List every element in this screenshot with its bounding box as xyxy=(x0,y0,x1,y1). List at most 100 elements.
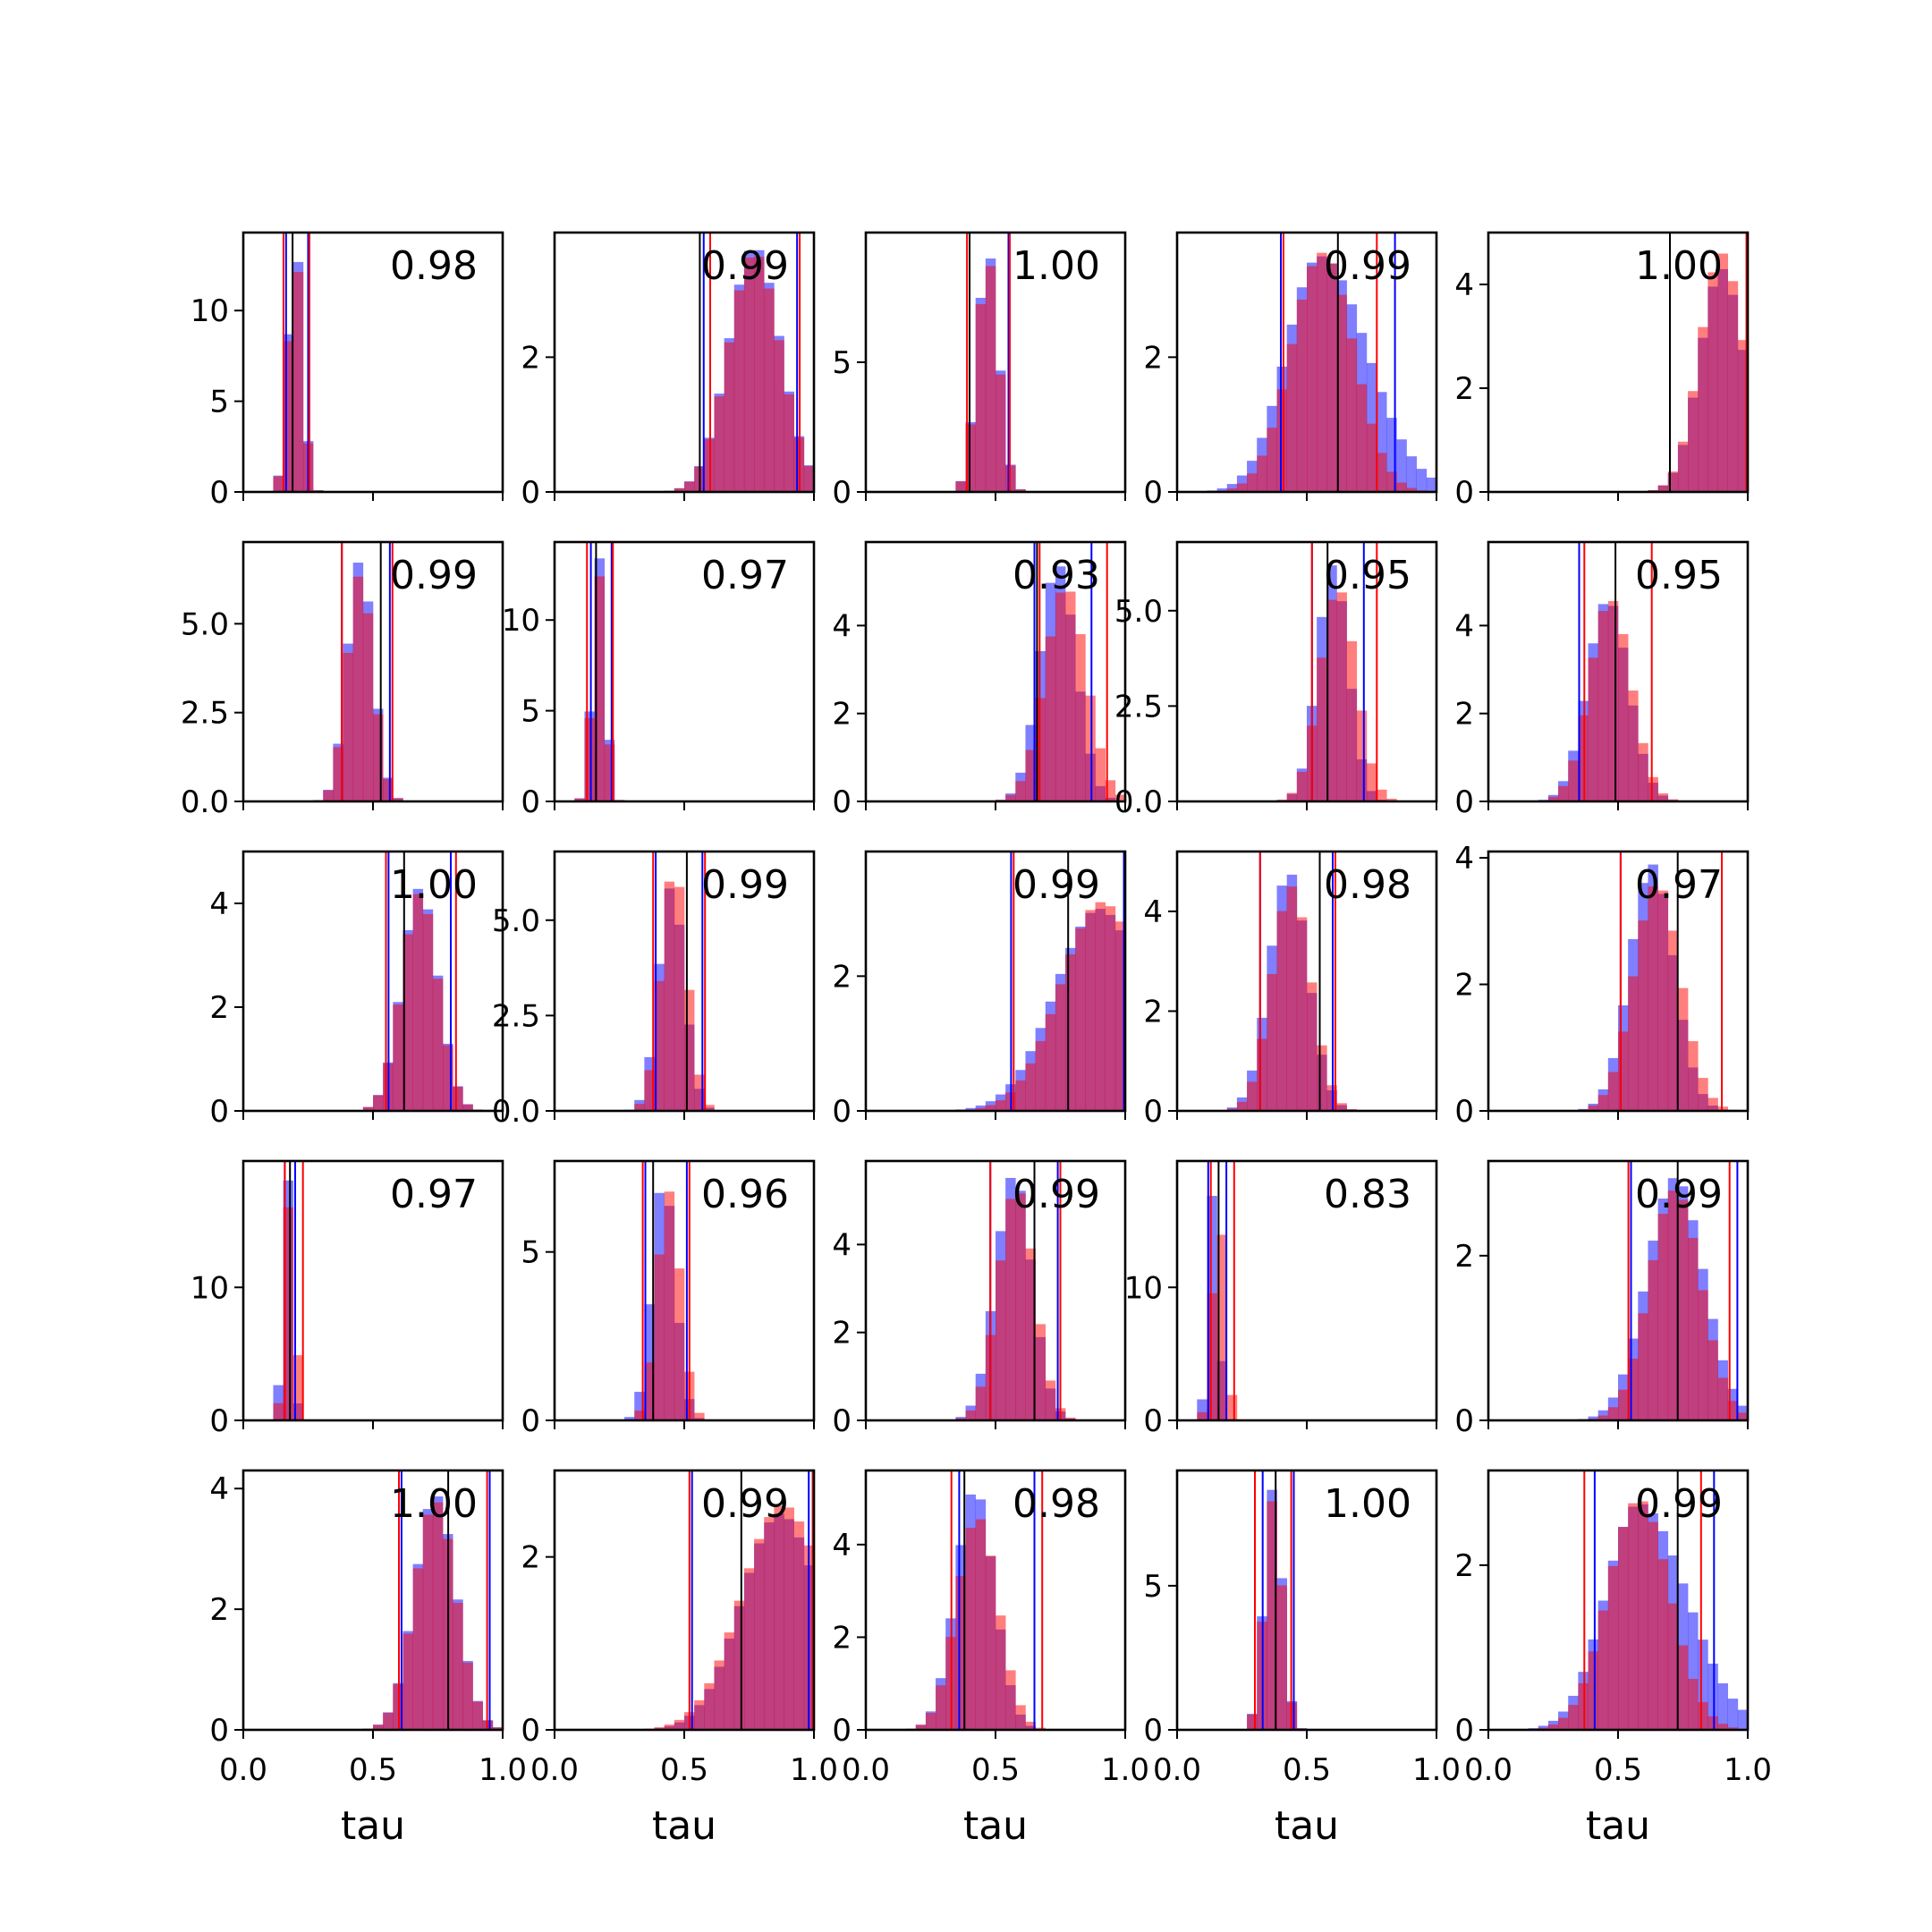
x-tick-label: 1.0 xyxy=(1412,1752,1461,1788)
red-hist-bar xyxy=(1296,917,1308,1111)
red-hist-bar xyxy=(1707,1340,1718,1420)
blue-hist-bar xyxy=(644,1304,655,1420)
red-hist-bar xyxy=(1267,428,1277,492)
x-axis-label: tau xyxy=(963,1803,1028,1849)
red-hist-bar xyxy=(1677,987,1689,1111)
red-hist-bar xyxy=(1015,1193,1026,1420)
y-tick-label: 4 xyxy=(209,1471,229,1507)
y-tick-label: 4 xyxy=(832,608,852,644)
red-hist-bar xyxy=(1095,748,1106,801)
red-hist-bar xyxy=(704,1105,715,1111)
red-hist-bar xyxy=(764,288,775,492)
panel-4-1: 0.97 0 10 xyxy=(191,1159,504,1439)
red-hist-bar xyxy=(362,1106,374,1111)
red-hist-bar xyxy=(1628,691,1639,801)
red-hist-bar xyxy=(273,1402,284,1420)
red-hist-bar xyxy=(1698,1701,1708,1730)
x-tick-label: 0.0 xyxy=(1153,1752,1201,1788)
red-hist-bar xyxy=(1568,760,1579,801)
red-hist-bar xyxy=(985,266,996,492)
red-hist-bar xyxy=(1276,389,1287,492)
panel-4-3: 0.99 0 2 4 xyxy=(832,1159,1127,1439)
red-hist-bar xyxy=(1276,1585,1287,1730)
y-tick-label: 0 xyxy=(209,475,229,511)
y-tick-label: 2 xyxy=(1454,1548,1474,1584)
red-hist-bar xyxy=(1085,695,1096,801)
red-hist-bar xyxy=(1667,1191,1679,1420)
red-hist-bar xyxy=(1406,487,1417,492)
red-hist-bar xyxy=(925,1713,936,1730)
panel-annotation: 0.99 xyxy=(1324,243,1411,289)
red-hist-bar xyxy=(694,1699,705,1730)
red-hist-bar xyxy=(1286,792,1298,801)
y-tick-label: 2 xyxy=(521,1540,540,1576)
red-hist-bar xyxy=(1717,1377,1728,1420)
red-hist-bar xyxy=(733,290,745,492)
red-hist-bar xyxy=(1105,906,1116,1111)
red-hist-bar xyxy=(793,1521,805,1730)
panel-1-3: 1.00 0 5 xyxy=(832,231,1127,511)
red-hist-bar xyxy=(774,1505,784,1730)
y-tick-label: 2 xyxy=(1454,968,1474,1004)
red-hist-bar xyxy=(443,1045,453,1111)
red-hist-bar xyxy=(1628,976,1639,1111)
red-hist-bar xyxy=(634,1104,645,1111)
red-hist-bar xyxy=(985,1105,996,1111)
y-tick-label: 0 xyxy=(1454,784,1474,820)
red-hist-bar xyxy=(1257,1038,1267,1111)
red-hist-bar xyxy=(1356,710,1368,801)
red-hist-bar xyxy=(654,1727,665,1730)
red-hist-bar xyxy=(1597,1415,1609,1420)
y-tick-label: 0 xyxy=(521,784,540,820)
y-tick-label: 10 xyxy=(191,1270,229,1306)
red-hist-bar xyxy=(1045,1380,1056,1420)
red-hist-bar xyxy=(915,1724,927,1730)
red-hist-bar xyxy=(754,257,765,492)
red-hist-bar xyxy=(1015,781,1026,801)
red-hist-bar xyxy=(1698,326,1708,492)
blue-hist-bar xyxy=(1386,418,1397,492)
y-tick-label: 0 xyxy=(1454,1713,1474,1749)
red-hist-bar xyxy=(1377,453,1387,492)
red-hist-bar xyxy=(975,1519,987,1730)
y-tick-label: 5 xyxy=(1143,1569,1163,1605)
red-hist-bar xyxy=(743,257,755,492)
red-hist-bar xyxy=(1236,1101,1248,1111)
red-hist-bar xyxy=(472,1701,483,1730)
panel-annotation: 0.99 xyxy=(1635,1481,1723,1527)
y-tick-label: 0 xyxy=(832,1403,852,1439)
y-tick-label: 2.5 xyxy=(181,696,229,732)
red-hist-bar xyxy=(1688,1238,1699,1420)
y-tick-label: 0 xyxy=(521,1403,540,1439)
red-hist-bar xyxy=(1065,1417,1076,1420)
red-hist-bar xyxy=(955,1576,966,1730)
red-hist-bar xyxy=(1618,1527,1629,1730)
red-hist-bar xyxy=(422,913,434,1111)
red-hist-bar xyxy=(1698,1078,1708,1111)
red-hist-bar xyxy=(1346,640,1358,801)
red-hist-bar xyxy=(1216,1234,1228,1420)
red-hist-bar xyxy=(965,1411,976,1420)
x-tick-label: 1.0 xyxy=(1101,1752,1149,1788)
red-hist-bar xyxy=(1737,1412,1749,1420)
y-tick-label: 4 xyxy=(1454,267,1474,303)
red-hist-bar xyxy=(1707,1716,1718,1730)
red-hist-bar xyxy=(1015,1080,1026,1111)
y-tick-label: 2 xyxy=(1454,371,1474,407)
y-tick-label: 10 xyxy=(1124,1270,1163,1306)
red-hist-bar xyxy=(654,980,665,1111)
red-hist-bar xyxy=(453,1602,463,1730)
panel-3-4: 0.98 0 2 4 xyxy=(1143,850,1438,1130)
red-hist-bar xyxy=(724,1632,735,1730)
panels-layer: 0.9805100.99021.00050.99021.000240.990.0… xyxy=(181,231,1772,1849)
x-axis-label: tau xyxy=(1586,1803,1650,1849)
panel-1-1: 0.98 0 5 10 xyxy=(191,231,504,511)
red-hist-bar xyxy=(1618,1389,1629,1420)
y-tick-label: 5.0 xyxy=(181,606,229,642)
red-hist-bar xyxy=(1276,911,1287,1111)
red-hist-bar xyxy=(1727,1401,1739,1420)
panel-annotation: 0.99 xyxy=(390,553,478,598)
red-hist-bar xyxy=(996,1615,1006,1730)
red-hist-bar xyxy=(1628,1358,1639,1420)
panel-4-5: 0.99 0 2 xyxy=(1454,1159,1750,1439)
